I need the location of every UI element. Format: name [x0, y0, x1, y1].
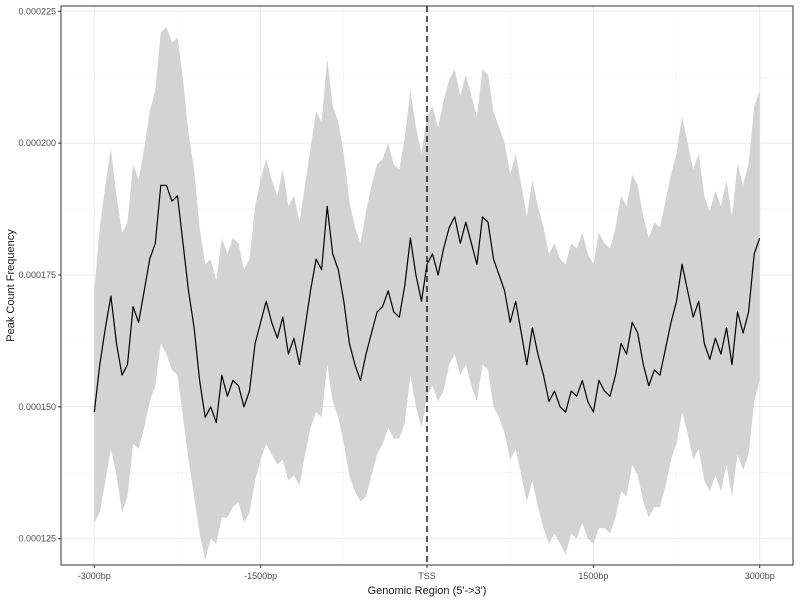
y-tick-label: 0.000225	[18, 6, 56, 16]
y-axis-title: Peak Count Frequency	[5, 229, 17, 342]
x-tick-label: -3000bp	[78, 571, 111, 581]
line-layer	[93, 184, 761, 424]
x-tick-label: -1500bp	[244, 571, 277, 581]
x-tick-label: TSS	[418, 571, 436, 581]
x-tick-label: 1500bp	[578, 571, 608, 581]
confidence-ribbon	[94, 27, 760, 560]
tick-layer: 0.000125 0.000150 0.000175 0.000200 0.000225…	[18, 6, 774, 581]
y-tick-label: 0.000200	[18, 138, 56, 148]
ribbon-layer	[94, 27, 760, 560]
y-tick-label: 0.000150	[18, 402, 56, 412]
peak-frequency-line	[93, 184, 761, 424]
y-tick-label: 0.000125	[18, 534, 56, 544]
x-axis-title: Genomic Region (5'->3')	[368, 585, 487, 597]
y-tick-label: 0.000175	[18, 270, 56, 280]
x-tick-label: 3000bp	[745, 571, 775, 581]
